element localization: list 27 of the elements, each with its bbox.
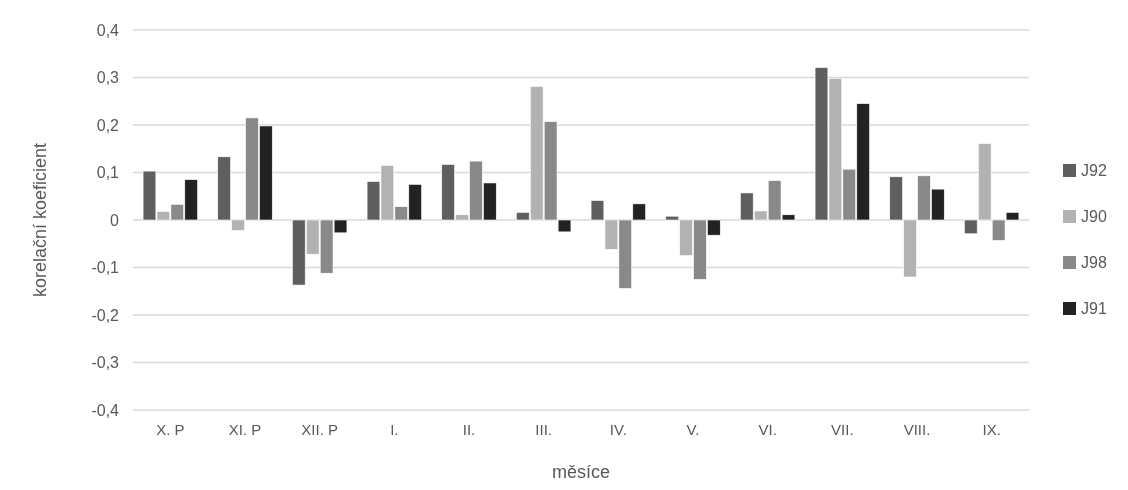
x-tick-label: V. bbox=[686, 420, 700, 438]
x-tick-label: I. bbox=[390, 420, 399, 438]
x-tick-label: IV. bbox=[609, 420, 627, 438]
legend-label: J90 bbox=[1081, 208, 1107, 225]
x-tick-label: XI. P bbox=[228, 420, 262, 438]
y-tick-label: -0,1 bbox=[91, 259, 120, 277]
y-tick-label: 0 bbox=[110, 211, 120, 229]
y-axis-title: korelační koeficient bbox=[30, 142, 50, 298]
y-tick-label: -0,3 bbox=[91, 354, 120, 372]
legend-label: J98 bbox=[1081, 254, 1107, 271]
x-tick-label: VII. bbox=[831, 420, 854, 438]
y-tick-label: 0,1 bbox=[96, 164, 120, 182]
x-tick-label: X. P bbox=[156, 420, 185, 438]
x-tick-label: II. bbox=[462, 420, 476, 438]
x-axis-title: měsíce bbox=[551, 462, 611, 482]
y-tick-label: 0,4 bbox=[96, 21, 120, 39]
x-tick-label: IX. bbox=[982, 420, 1001, 438]
x-tick-label: XII. P bbox=[301, 420, 339, 438]
y-tick-label: -0,4 bbox=[91, 401, 120, 419]
legend-label: J92 bbox=[1081, 162, 1107, 179]
x-tick-label: VIII. bbox=[903, 420, 931, 438]
x-tick-label: III. bbox=[535, 420, 552, 438]
legend-label: J91 bbox=[1081, 300, 1107, 317]
y-tick-label: 0,2 bbox=[96, 116, 120, 134]
y-tick-label: -0,2 bbox=[91, 306, 120, 324]
y-tick-label: 0,3 bbox=[96, 69, 120, 87]
x-tick-label: VI. bbox=[758, 420, 777, 438]
